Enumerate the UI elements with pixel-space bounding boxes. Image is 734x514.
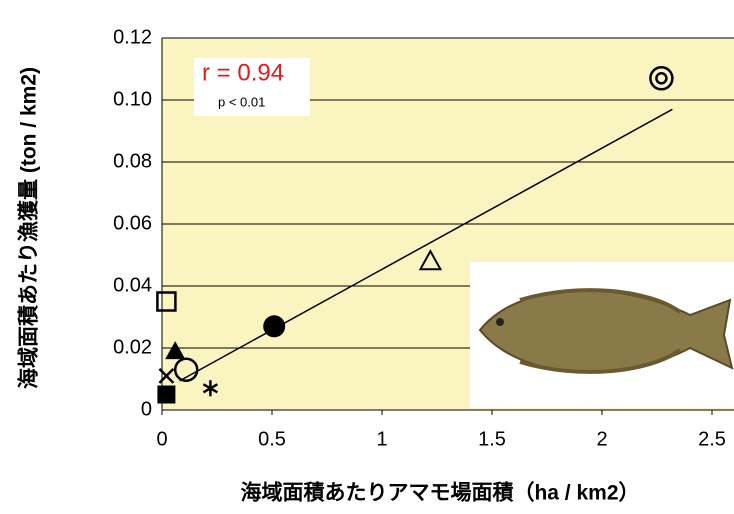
x-tick-label: 0: [156, 428, 167, 450]
fish-eye: [496, 318, 504, 326]
y-axis-label: 海域面積あたり漁獲量 (ton / km2): [17, 67, 41, 389]
fit-line: [179, 108, 673, 382]
marker: [173, 357, 199, 382]
marks-group: [156, 66, 674, 404]
y-tick-label: 0.08: [113, 150, 152, 172]
marker: [418, 249, 443, 271]
y-tick-label: 0.10: [113, 88, 152, 110]
y-tick-label: 0.12: [113, 26, 152, 48]
annotation-box: [194, 58, 310, 116]
marker-inner: [655, 72, 668, 85]
y-tick-label: 0.02: [113, 336, 152, 358]
point: [418, 249, 443, 271]
point: [156, 291, 177, 312]
point: [158, 368, 175, 384]
marker: [649, 66, 674, 91]
x-tick-label: 1: [376, 428, 387, 450]
marker: [165, 341, 186, 360]
y-tick-label: 0.04: [113, 274, 152, 296]
y-tick-label: 0: [141, 398, 152, 420]
marker: [156, 291, 177, 312]
point: [157, 385, 176, 404]
marker: [158, 368, 175, 384]
point: [202, 380, 219, 397]
point: [649, 66, 674, 91]
x-tick-label: 1.5: [478, 428, 506, 450]
annotation-p: p < 0.01: [218, 94, 265, 109]
annotation-r: r = 0.94: [202, 59, 284, 86]
point: [173, 357, 199, 382]
x-axis-label: 海域面積あたりアマモ場面積（ha / km2）: [240, 481, 639, 505]
x-tick-label: 2: [596, 428, 607, 450]
marker: [157, 385, 176, 404]
grid-group: 0 0.02 0.04 0.06 0.08 0.10 0.12 0 0.5 1 1.5 2 2.5: [113, 26, 734, 450]
point: [263, 315, 286, 338]
point: [165, 341, 186, 360]
x-tick-label: 2.5: [698, 428, 726, 450]
x-tick-label: 0.5: [258, 428, 286, 450]
fish-photo: [470, 262, 734, 408]
fish-fins: [519, 288, 682, 374]
marker: [263, 315, 286, 338]
y-tick-label: 0.06: [113, 212, 152, 234]
marker: [202, 380, 219, 397]
